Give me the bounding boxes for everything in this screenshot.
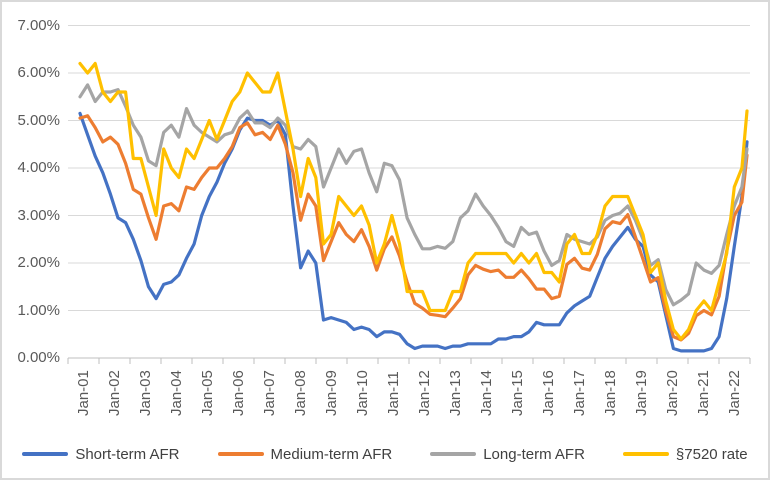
y-axis-label: 7.00% xyxy=(17,16,60,34)
y-axis-label: 5.00% xyxy=(17,111,60,129)
x-axis-label: Jan-05 xyxy=(198,370,216,416)
chart-canvas xyxy=(67,25,751,364)
x-axis-label: Jan-04 xyxy=(167,370,185,416)
x-axis-label: Jan-06 xyxy=(229,370,247,416)
legend-item-long-term-afr[interactable]: Long-term AFR xyxy=(430,446,585,463)
chart-legend: Short-term AFR Medium-term AFR Long-term… xyxy=(2,439,768,469)
series-line-2[interactable] xyxy=(78,83,749,307)
x-axis-label: Jan-07 xyxy=(260,370,278,416)
x-axis-label: Jan-03 xyxy=(136,370,154,416)
legend-swatch-medium-term xyxy=(217,451,264,457)
y-axis-label: 6.00% xyxy=(17,64,60,81)
series-line-3[interactable] xyxy=(78,61,749,341)
y-axis-label: 3.00% xyxy=(17,206,60,224)
x-axis-label: Jan-10 xyxy=(353,370,371,416)
y-axis-label: 4.00% xyxy=(17,159,60,176)
x-axis-label: Jan-13 xyxy=(446,370,464,416)
x-axis-label: Jan-08 xyxy=(291,370,309,416)
x-axis-label: Jan-15 xyxy=(508,370,526,416)
y-axis-label: 2.00% xyxy=(17,254,60,271)
legend-swatch-long-term xyxy=(430,451,477,457)
x-axis-label: Jan-11 xyxy=(384,371,402,416)
series-line-1[interactable] xyxy=(78,114,749,342)
x-axis-label: Jan-20 xyxy=(663,370,681,416)
x-axis-label: Jan-22 xyxy=(725,370,743,416)
x-axis-label: Jan-09 xyxy=(322,370,340,416)
x-axis-label: Jan-18 xyxy=(601,370,619,416)
legend-label-short-term: Short-term AFR xyxy=(75,445,180,463)
x-axis-label: Jan-19 xyxy=(632,370,650,416)
legend-swatch-short-term xyxy=(22,451,69,457)
legend-item-medium-term-afr[interactable]: Medium-term AFR xyxy=(217,445,393,463)
x-axis-label: Jan-17 xyxy=(570,370,588,416)
x-axis-label: Jan-21 xyxy=(694,370,712,416)
legend-label-medium-term: Medium-term AFR xyxy=(270,445,393,463)
legend-label-7520: §7520 rate xyxy=(675,445,748,463)
legend-item-7520-rate[interactable]: §7520 rate xyxy=(622,445,748,463)
x-axis-label: Jan-12 xyxy=(415,370,433,416)
x-axis-label: Jan-14 xyxy=(477,370,495,416)
x-axis-label: Jan-16 xyxy=(539,370,557,416)
y-axis-label: 0.00% xyxy=(17,349,60,366)
x-axis-label: Jan-01 xyxy=(74,370,92,416)
legend-item-short-term-afr[interactable]: Short-term AFR xyxy=(22,445,180,463)
y-axis-label: 1.00% xyxy=(17,301,60,319)
legend-label-long-term: Long-term AFR xyxy=(483,445,585,463)
x-axis-label: Jan-02 xyxy=(105,370,123,416)
legend-swatch-7520 xyxy=(622,451,669,457)
